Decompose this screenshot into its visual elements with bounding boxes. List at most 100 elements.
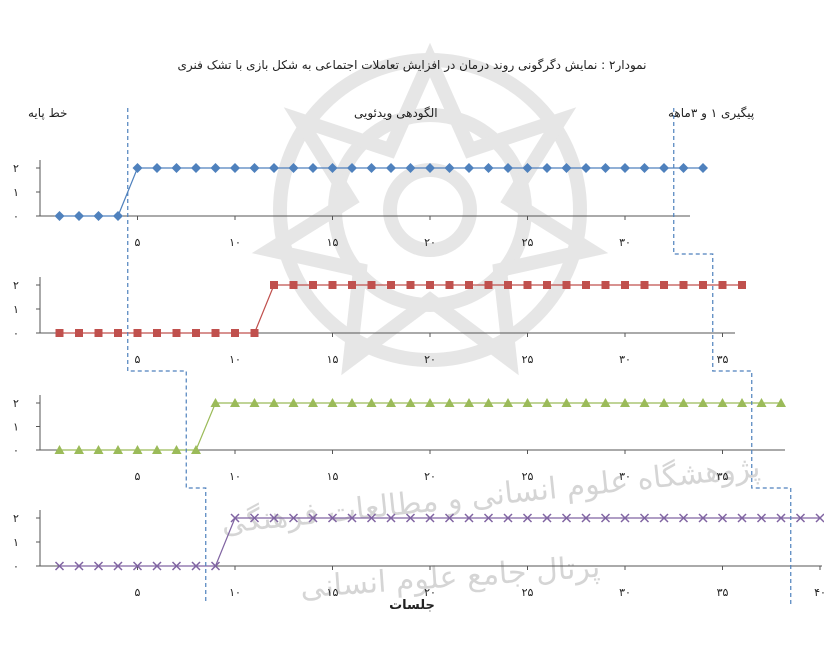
data-point-triangle (639, 398, 650, 407)
y-tick-label: ۱ (13, 303, 19, 316)
data-point-x (483, 513, 494, 523)
data-point-triangle (425, 398, 435, 407)
x-tick-label: ۳۵ (717, 353, 729, 366)
data-point-diamond (405, 163, 416, 173)
data-point-x (795, 513, 806, 523)
data-point-x (717, 513, 728, 523)
data-point-diamond (74, 211, 84, 221)
data-point-x (444, 513, 455, 523)
data-point-square (192, 329, 200, 337)
data-point-x (93, 561, 104, 571)
data-point-square (484, 281, 493, 289)
data-point-x (425, 513, 435, 523)
data-point-triangle (561, 398, 572, 407)
x-tick-label: ۲۵ (522, 586, 534, 599)
data-point-square (328, 281, 337, 289)
x-tick-label: ۳۰ (619, 586, 631, 599)
data-point-triangle (269, 398, 279, 407)
data-point-diamond (620, 163, 630, 173)
data-point-square (387, 281, 395, 289)
data-point-diamond (230, 163, 240, 173)
data-point-triangle (171, 445, 182, 454)
x-axis-label: جلسات (389, 598, 435, 613)
data-point-square (465, 281, 473, 289)
data-point-square (309, 281, 317, 289)
data-point-diamond (503, 163, 513, 173)
y-tick-label: ۲ (13, 512, 19, 525)
y-tick-label: ۱ (13, 536, 19, 549)
data-point-square (250, 329, 259, 337)
data-point-triangle (308, 398, 318, 407)
x-tick-label: ۲۵ (522, 353, 534, 366)
x-tick-label: ۵ (135, 470, 141, 483)
data-point-square (640, 281, 649, 289)
data-point-diamond (54, 211, 65, 221)
y-tick-label: ۰ (13, 444, 19, 457)
data-point-square (738, 281, 746, 289)
data-point-x (600, 513, 611, 523)
x-tick-label: ۵ (135, 586, 141, 599)
x-tick-label: ۲۰ (424, 586, 436, 599)
data-point-triangle (132, 445, 143, 454)
data-point-triangle (113, 445, 123, 454)
x-tick-label: ۱۵ (327, 470, 339, 483)
phase-change-line-baseline (127, 108, 207, 604)
data-point-square (679, 281, 688, 289)
data-point-square (621, 281, 629, 289)
data-point-triangle (74, 445, 84, 454)
data-point-x (639, 513, 650, 523)
x-tick-label: ۵ (135, 353, 141, 366)
data-point-x (386, 513, 396, 523)
data-point-diamond (308, 163, 318, 173)
data-point-x (659, 513, 669, 523)
data-point-triangle (93, 445, 104, 454)
x-tick-label: ۳۰ (619, 470, 631, 483)
data-point-x (581, 513, 591, 523)
data-point-triangle (659, 398, 669, 407)
x-tick-label: ۳۵ (717, 470, 729, 483)
data-point-triangle (756, 398, 767, 407)
data-point-diamond (152, 163, 162, 173)
data-point-diamond (113, 211, 123, 221)
y-tick-label: ۰ (13, 327, 19, 340)
phase-label-baseline: خط پایه (28, 106, 68, 120)
data-point-diamond (171, 163, 182, 173)
y-tick-label: ۲ (13, 397, 19, 410)
data-point-diamond (347, 163, 357, 173)
data-point-x (561, 513, 572, 523)
data-point-diamond (542, 163, 552, 173)
data-point-x (288, 513, 299, 523)
x-tick-label: ۱۵ (327, 586, 339, 599)
data-point-square (55, 329, 64, 337)
x-tick-label: ۲۰ (424, 236, 436, 249)
y-tick-label: ۰ (13, 210, 19, 223)
data-point-diamond (386, 163, 396, 173)
data-point-x (74, 561, 84, 571)
data-point-square (270, 281, 278, 289)
data-point-triangle (581, 398, 591, 407)
data-point-x (756, 513, 767, 523)
data-point-square (523, 281, 532, 289)
data-point-x (522, 513, 533, 523)
data-point-x (405, 513, 416, 523)
data-point-x (210, 561, 221, 571)
data-point-diamond (210, 163, 221, 173)
data-point-square (504, 281, 512, 289)
data-point-diamond (659, 163, 669, 173)
data-point-x (678, 513, 689, 523)
x-tick-label: ۳۵ (717, 586, 729, 599)
y-tick-label: ۲ (13, 279, 19, 292)
data-point-square (426, 281, 434, 289)
data-point-triangle (737, 398, 747, 407)
data-point-x (815, 513, 824, 523)
data-point-square (133, 329, 142, 337)
data-point-triangle (600, 398, 611, 407)
data-point-triangle (444, 398, 455, 407)
chart-title: نمودار۲ : نمایش دگرگونی روند درمان در اف… (177, 58, 647, 72)
x-tick-label: ۴۰ (814, 586, 824, 599)
data-point-triangle (230, 398, 240, 407)
data-point-x (366, 513, 377, 523)
x-tick-label: ۳۰ (619, 353, 631, 366)
data-point-triangle (620, 398, 630, 407)
